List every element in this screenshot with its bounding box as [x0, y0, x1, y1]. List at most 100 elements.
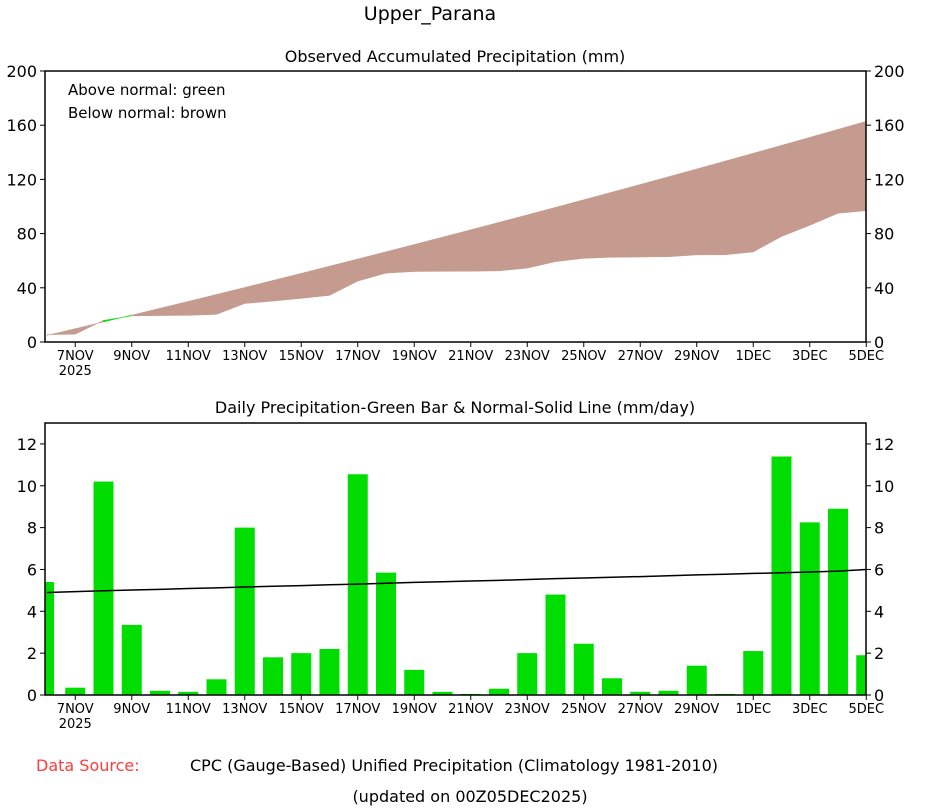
bottom-xtick-label: 27NOV [618, 702, 663, 717]
below-normal-area [244, 280, 274, 304]
precip-bar [799, 522, 820, 695]
below-normal-area [357, 251, 387, 282]
top-ytick-label-right: 0 [874, 333, 884, 352]
top-xtick-label: 15NOV [279, 349, 324, 364]
precip-bar [65, 687, 86, 695]
below-normal-area [640, 176, 669, 258]
precip-bar [150, 690, 170, 695]
bottom-xtick-label: 19NOV [392, 702, 437, 717]
precip-bar [771, 456, 792, 695]
data-source-label: Data Source: [36, 756, 140, 775]
below-normal-area [188, 294, 217, 316]
bottom-xtick-label: 11NOV [166, 702, 211, 717]
top-ytick-label-left: 40 [17, 279, 37, 298]
precip-bar [686, 665, 707, 695]
precip-bar [545, 594, 566, 695]
below-normal-area [498, 214, 528, 272]
precip-bar [602, 678, 622, 695]
top-ytick-label-right: 160 [874, 116, 905, 135]
bottom-ytick-label-right: 2 [874, 644, 884, 663]
below-normal-area [216, 287, 245, 315]
below-normal-area [611, 184, 641, 258]
top-xtick-label: 27NOV [618, 349, 663, 364]
precip-bar [93, 481, 114, 695]
bottom-xtick-label: 15NOV [279, 702, 324, 717]
bottom-ytick-label-left: 10 [17, 477, 37, 496]
below-normal-area [837, 120, 867, 214]
below-normal-area [696, 160, 726, 256]
precip-bar [828, 508, 848, 695]
bottom-ytick-label-left: 2 [27, 644, 37, 663]
bottom-xtick-label: 9NOV [113, 702, 150, 717]
precip-bar [517, 653, 538, 695]
bottom-frame [44, 422, 867, 696]
figure-title: Upper_Parana [364, 3, 496, 25]
precip-bar [404, 669, 425, 695]
bottom-xtick-label: 5DEC [848, 702, 884, 717]
top-ytick-label-right: 200 [874, 62, 905, 81]
bottom-xtick-label: 23NOV [505, 702, 550, 717]
bottom-xtick-label: 7NOV [57, 702, 94, 717]
top-xtick-label: 5DEC [848, 349, 884, 364]
below-normal-area [131, 307, 161, 317]
precip-bar [856, 655, 866, 695]
precip-bar [376, 572, 396, 695]
precip-bar [121, 624, 142, 695]
precip-bar [489, 688, 509, 695]
top-xtick-label: 25NOV [561, 349, 606, 364]
precip-bar [178, 691, 199, 695]
precip-bar [630, 691, 651, 695]
bottom-xtick-label: 1DEC [735, 702, 771, 717]
bottom-ytick-label-left: 0 [27, 686, 37, 705]
top-ytick-label-left: 120 [6, 170, 37, 189]
top-frame [44, 70, 867, 343]
below-normal-area [75, 319, 104, 335]
precip-bar [432, 691, 453, 695]
precip-bar [573, 643, 594, 695]
top-xtick-label: 11NOV [166, 349, 211, 364]
below-normal-area [583, 191, 613, 259]
top-ytick-label-left: 200 [6, 62, 37, 81]
below-normal-area [470, 222, 500, 272]
precip-bar [263, 657, 283, 695]
top-xtick-label: 1DEC [735, 349, 771, 364]
below-normal-area [46, 328, 76, 336]
bottom-ytick-label-right: 6 [874, 560, 884, 579]
bottom-xtick-label: 29NOV [674, 702, 719, 717]
bottom-chart-title: Daily Precipitation-Green Bar & Normal-S… [215, 398, 695, 417]
bottom-ytick-label-right: 10 [874, 477, 894, 496]
precip-bar [234, 527, 255, 695]
below-normal-area [527, 206, 556, 269]
below-normal-area [442, 229, 471, 272]
bottom-xtick-label: 3DEC [792, 702, 828, 717]
top-xtick-label: 19NOV [392, 349, 437, 364]
top-xtick-label: 21NOV [448, 349, 493, 364]
precip-bar [319, 648, 340, 695]
top-xtick-label: 7NOV [57, 349, 94, 364]
precip-bar [743, 651, 764, 695]
bottom-ytick-label-right: 12 [874, 435, 894, 454]
top-xtick-label: 23NOV [505, 349, 550, 364]
bottom-ytick-label-left: 12 [17, 435, 37, 454]
precip-bar [291, 653, 312, 695]
top-xtick-label: 29NOV [674, 349, 719, 364]
top-ytick-label-right: 80 [874, 225, 894, 244]
below-normal-area [555, 199, 584, 262]
below-normal-area [272, 272, 302, 302]
legend-above: Above normal: green [68, 81, 226, 99]
bottom-xtick-label: 21NOV [448, 702, 493, 717]
top-ytick-label-left: 0 [27, 333, 37, 352]
updated-text: (updated on 00Z05DEC2025) [352, 787, 587, 806]
below-normal-area [301, 265, 330, 299]
top-xtick-label: 13NOV [222, 349, 267, 364]
bottom-ytick-label-left: 8 [27, 519, 37, 538]
bottom-xtick-year: 2025 [59, 717, 92, 732]
top-xtick-year: 2025 [59, 364, 92, 379]
top-ytick-label-right: 120 [874, 170, 905, 189]
bottom-ytick-label-right: 8 [874, 519, 884, 538]
bottom-ytick-label-left: 4 [27, 602, 37, 621]
top-xtick-label: 3DEC [792, 349, 828, 364]
bottom-xtick-label: 17NOV [335, 702, 380, 717]
bottom-xtick-label: 25NOV [561, 702, 606, 717]
